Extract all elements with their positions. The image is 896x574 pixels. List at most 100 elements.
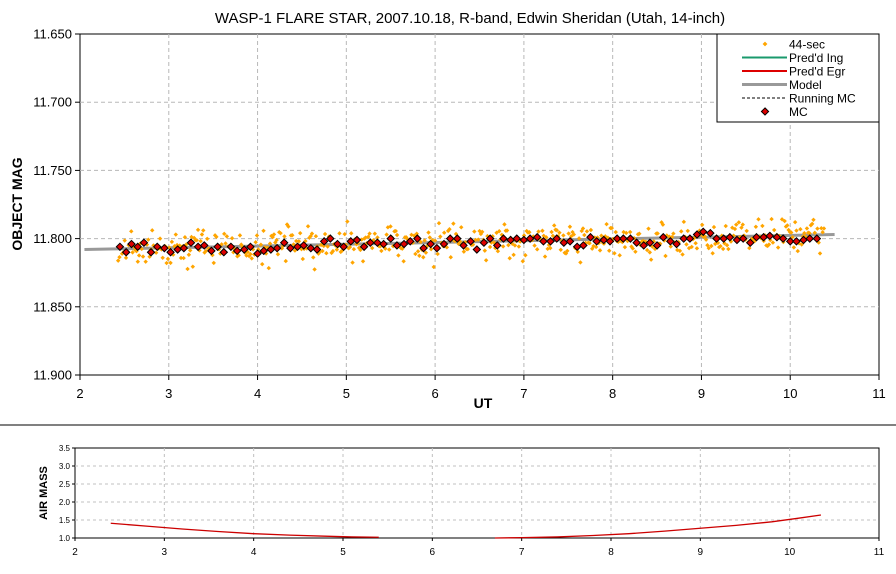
raw-point (629, 244, 634, 249)
mc-point (772, 232, 782, 242)
mc-point (272, 243, 282, 253)
mc-point (133, 242, 143, 252)
airmass-y-tick-label: 3.5 (59, 444, 71, 453)
raw-point (607, 248, 612, 253)
raw-point (169, 239, 175, 245)
raw-point (625, 238, 630, 244)
airmass-curves (110, 514, 822, 539)
mc-point (778, 234, 788, 243)
raw-point (720, 246, 726, 252)
raw-point (644, 247, 650, 253)
raw-point (506, 242, 511, 248)
raw-point (655, 231, 660, 236)
airmass-y-tick-label: 2.5 (59, 480, 71, 489)
x-tick-label: 9 (698, 386, 705, 401)
mc-point (499, 234, 508, 243)
raw-point (459, 225, 464, 230)
raw-point (144, 242, 150, 247)
raw-point (146, 237, 151, 242)
mc-point (672, 239, 681, 249)
raw-point (303, 238, 308, 244)
raw-point (370, 245, 375, 251)
raw-point (199, 232, 205, 237)
mc-point (299, 241, 309, 250)
raw-point (500, 244, 506, 249)
raw-point (540, 228, 545, 233)
raw-point (278, 230, 283, 236)
raw-point (821, 226, 827, 231)
raw-point (706, 245, 711, 251)
raw-point (136, 253, 142, 258)
raw-point (479, 229, 485, 235)
raw-point (570, 229, 575, 235)
mc-point (812, 234, 822, 243)
raw-point (807, 231, 812, 236)
raw-point (325, 244, 330, 249)
mc-point (725, 232, 735, 242)
raw-point (633, 249, 638, 254)
raw-point (599, 233, 604, 238)
raw-point (400, 246, 405, 251)
raw-point (699, 222, 705, 228)
raw-point (311, 255, 316, 260)
raw-point (689, 244, 694, 250)
airmass-x-tick-label: 8 (608, 547, 614, 558)
mc-point (586, 232, 595, 242)
raw-point (552, 223, 557, 228)
raw-point (313, 234, 319, 239)
raw-point (534, 247, 540, 252)
raw-point (567, 224, 573, 229)
raw-point (792, 219, 798, 225)
raw-point (802, 230, 807, 236)
raw-point (435, 251, 440, 257)
mc-point (213, 242, 222, 252)
raw-point (603, 234, 608, 239)
raw-point (647, 250, 653, 255)
raw-point (478, 231, 484, 237)
raw-point (736, 220, 742, 225)
mc-point (439, 239, 449, 249)
mc-point (752, 232, 761, 242)
mc-point (239, 245, 249, 254)
mc-point (445, 234, 455, 243)
y-tick-label: 11.650 (33, 27, 72, 42)
mc-point (279, 238, 289, 247)
raw-point (620, 239, 625, 245)
y-tick-label: 11.900 (33, 368, 72, 383)
x-axis-label: UT (474, 395, 493, 411)
mc-point (632, 238, 641, 247)
legend-label: 44-sec (789, 38, 825, 52)
mc-point (485, 234, 495, 243)
raw-point (595, 235, 600, 240)
raw-point (550, 233, 556, 239)
x-tick-label: 8 (609, 386, 616, 401)
x-tick-label: 2 (76, 386, 83, 401)
raw-point (253, 240, 258, 245)
raw-point (622, 244, 628, 250)
raw-point (312, 267, 317, 272)
raw-point (771, 227, 777, 233)
mc-point (785, 237, 795, 246)
raw-point (186, 252, 192, 257)
raw-point (592, 235, 598, 240)
raw-point (705, 243, 710, 248)
raw-point (531, 234, 536, 239)
raw-point (511, 252, 516, 258)
raw-point (815, 226, 820, 231)
airmass-x-tick-label: 6 (430, 547, 436, 558)
raw-point (140, 254, 146, 259)
raw-point (734, 222, 739, 227)
raw-point (482, 248, 488, 253)
raw-point (650, 244, 655, 249)
mc-point (805, 234, 815, 243)
mc-point (679, 234, 688, 243)
raw-point (711, 224, 717, 230)
raw-point (685, 228, 690, 234)
mc-point (666, 237, 675, 246)
raw-point (627, 229, 633, 235)
mc-point (639, 241, 649, 250)
raw-point (794, 228, 799, 233)
raw-point (713, 241, 718, 247)
raw-point (495, 249, 501, 254)
